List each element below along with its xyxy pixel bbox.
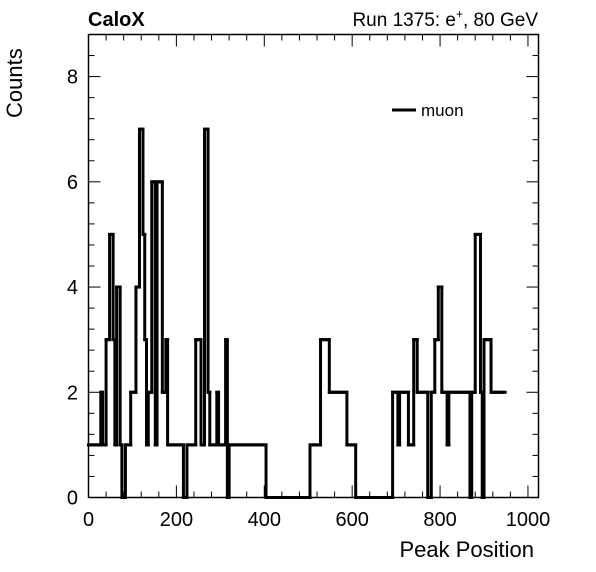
y-axis-title: Counts: [2, 48, 27, 118]
x-tick-label: 200: [160, 509, 193, 531]
x-axis-title: Peak Position: [399, 537, 534, 562]
y-tick-label: 2: [67, 382, 78, 404]
x-tick-label: 600: [335, 509, 368, 531]
axis-ticks: [88, 34, 539, 498]
x-tick-label: 0: [83, 509, 94, 531]
x-tick-label: 800: [423, 509, 456, 531]
run-info-suffix: , 80 GeV: [463, 10, 538, 31]
legend-label-muon: muon: [421, 101, 464, 120]
y-tick-label: 8: [67, 67, 78, 89]
y-tick-label: 0: [67, 488, 78, 510]
legend: muon: [392, 101, 464, 120]
axis-tick-labels: 0 200 400 600 800 1000 0 2 4 6 8: [67, 67, 550, 531]
experiment-label: CaloX: [88, 9, 145, 31]
y-tick-label: 6: [67, 172, 78, 194]
run-info-prefix: Run 1375: e: [352, 10, 456, 31]
y-tick-label: 4: [67, 277, 78, 299]
run-info-superscript: +: [456, 7, 463, 21]
x-tick-label: 400: [248, 509, 281, 531]
run-info-label: Run 1375: e+, 80 GeV: [352, 7, 538, 31]
histogram-series-muon: [87, 127, 507, 499]
x-tick-label: 1000: [506, 509, 551, 531]
